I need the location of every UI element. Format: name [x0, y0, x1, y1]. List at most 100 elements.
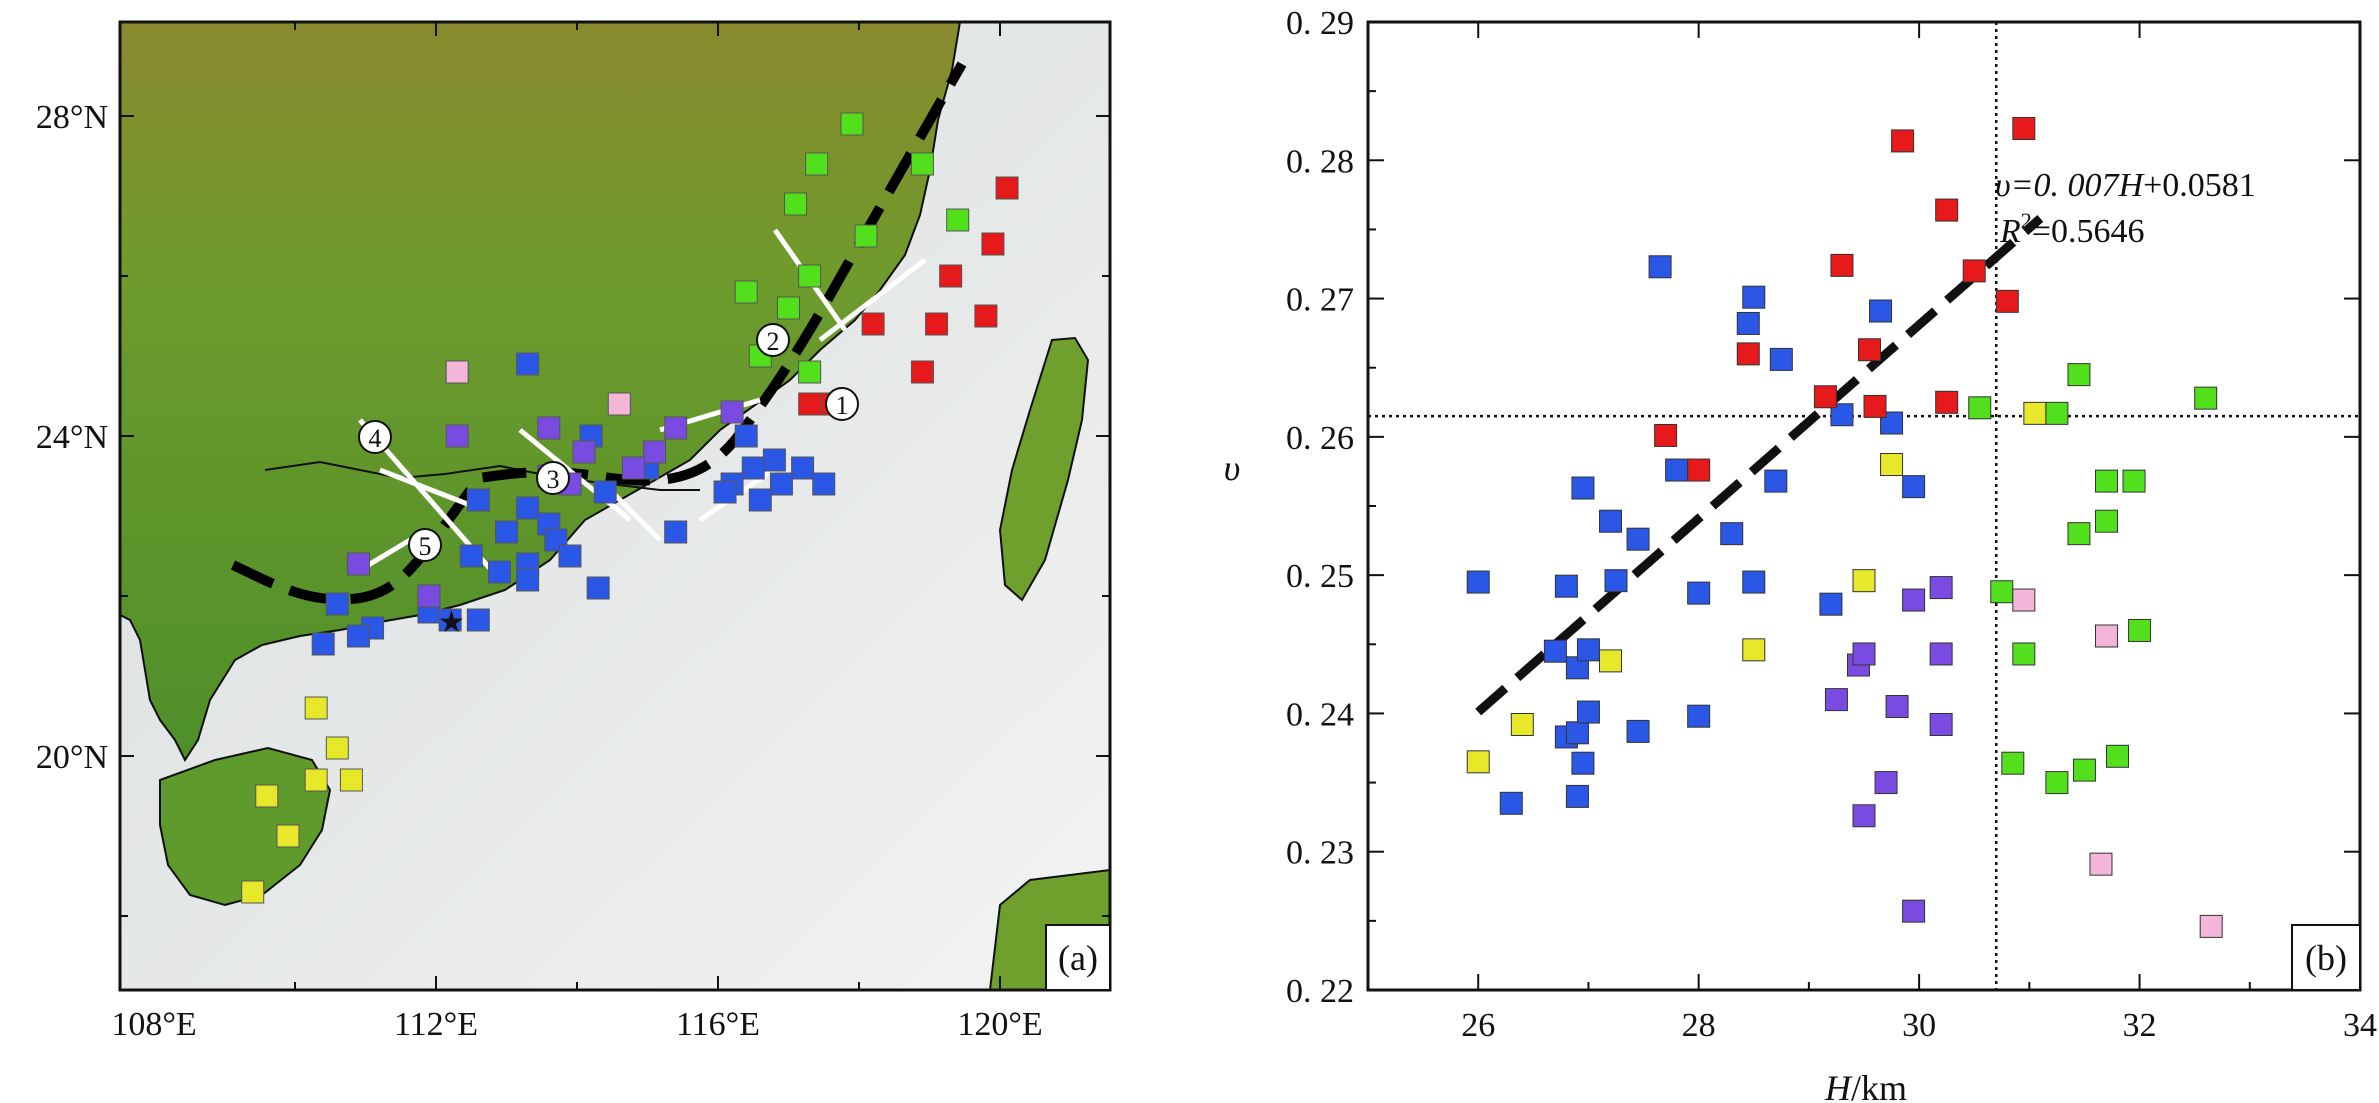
x-tick-label: 30 [1902, 1007, 1936, 1044]
map-station-red [910, 360, 934, 384]
lon-label-108e: 108°E [111, 1006, 196, 1043]
profile-circle-3: 3 [536, 461, 570, 495]
data-point-green [2094, 509, 2118, 533]
data-point-blue [1499, 791, 1523, 815]
map-station-purple [720, 400, 744, 424]
lon-label-120e: 120°E [957, 1006, 1042, 1043]
map-station-blue [438, 608, 462, 632]
map-station-purple [537, 416, 561, 440]
data-point-blue [1742, 285, 1766, 309]
map-station-green [798, 360, 822, 384]
r2-base: R [1999, 213, 2021, 250]
data-point-yellow [1880, 453, 1904, 477]
data-point-pink [2012, 588, 2036, 612]
data-point-blue [1626, 719, 1650, 743]
data-point-green [1968, 396, 1992, 420]
y-tick-label: 0. 22 [1286, 973, 1354, 1010]
y-axis-title: υ [1224, 448, 1241, 488]
data-point-blue [1466, 570, 1490, 594]
data-point-red [1935, 390, 1959, 414]
data-point-blue [1626, 527, 1650, 551]
data-point-blue [1736, 311, 1760, 335]
map-station-green [840, 112, 864, 136]
map-station-purple [445, 424, 469, 448]
lon-label-116e: 116°E [676, 1006, 760, 1043]
map-station-blue [558, 544, 582, 568]
map-panel: ★ 1 2 3 4 5 [36, 20, 1112, 1043]
panel-b-tag-box [2291, 924, 2361, 991]
data-point-red [1863, 394, 1887, 418]
data-point-purple [1824, 688, 1848, 712]
map-station-blue [459, 544, 483, 568]
hainan-island [159, 746, 332, 907]
x-axis-title: H/km [1824, 1068, 1907, 1103]
map-station-purple [417, 584, 441, 608]
y-tick-label: 0. 24 [1286, 696, 1354, 733]
data-point-blue [1830, 403, 1854, 427]
map-station-yellow [276, 824, 300, 848]
star-marker: ★ [438, 606, 465, 639]
map-station-green [777, 296, 800, 320]
map-station-blue [516, 496, 540, 520]
data-point-blue [1764, 469, 1788, 493]
taiwan-island [998, 336, 1090, 602]
map-station-blue [516, 568, 540, 592]
map-station-blue [713, 480, 737, 504]
data-point-blue [1565, 721, 1589, 745]
map-station-red [974, 304, 998, 328]
data-point-purple [1874, 771, 1898, 795]
data-point-blue [1554, 574, 1578, 598]
map-station-blue [586, 576, 610, 600]
data-point-red [1736, 342, 1760, 366]
provincial-boundary [264, 460, 700, 491]
data-point-blue [1742, 570, 1766, 594]
data-point-yellow [1466, 750, 1490, 774]
map-station-blue [593, 480, 617, 504]
data-point-green [2045, 401, 2069, 425]
map-station-yellow [325, 736, 349, 760]
map-station-purple [621, 456, 645, 480]
data-point-red [1995, 289, 2019, 313]
data-point-blue [1665, 458, 1689, 482]
eq-var: H [2118, 167, 2146, 204]
map-station-yellow [241, 880, 265, 904]
data-point-purple [1852, 804, 1876, 828]
map-station-green [784, 192, 808, 216]
map-station-red [939, 264, 963, 288]
fit-line-group [1475, 214, 2044, 716]
map-ticks [120, 22, 1110, 990]
scatter-panel: 0. 22 0. 23 0. 24 0. 25 0. 26 0. 27 0. 28 0. 29… [1224, 5, 2377, 1103]
map-station-blue [664, 520, 688, 544]
data-point-blue [1819, 592, 1843, 616]
data-point-purple [1929, 642, 1953, 666]
map-station-blue [325, 592, 349, 616]
y-tick-label: 0. 28 [1286, 143, 1354, 180]
data-point-red [1962, 259, 1986, 283]
data-point-blue [1565, 784, 1589, 808]
x-tick-label: 26 [1461, 1007, 1495, 1044]
r2-annotation: R2=0.5646 [1999, 208, 2144, 250]
data-point-blue [1869, 299, 1893, 323]
fit-equation: υ=0. 007H+0.0581 [1995, 167, 2256, 204]
data-point-green [2122, 469, 2146, 493]
lat-label-20n: 20°N [36, 739, 108, 776]
data-point-purple [1902, 588, 1926, 612]
map-station-blue [734, 424, 758, 448]
map-station-green [798, 264, 822, 288]
data-point-red [1935, 198, 1959, 222]
data-point-green [2128, 618, 2152, 642]
map-station-blue [762, 448, 786, 472]
data-point-blue [1687, 581, 1711, 605]
map-station-yellow [255, 784, 279, 808]
data-point-blue [1576, 638, 1600, 662]
data-point-red [1654, 423, 1678, 447]
map-station-yellow [339, 768, 363, 792]
map-station-red [995, 176, 1019, 200]
y-tick-label: 0. 25 [1286, 558, 1354, 595]
data-point-blue [1687, 704, 1711, 728]
reference-lines [1368, 22, 2360, 990]
data-point-blue [1571, 751, 1595, 775]
y-tick-label: 0. 27 [1286, 282, 1354, 319]
data-point-green [2001, 751, 2025, 775]
lat-label-24n: 24°N [36, 419, 108, 456]
